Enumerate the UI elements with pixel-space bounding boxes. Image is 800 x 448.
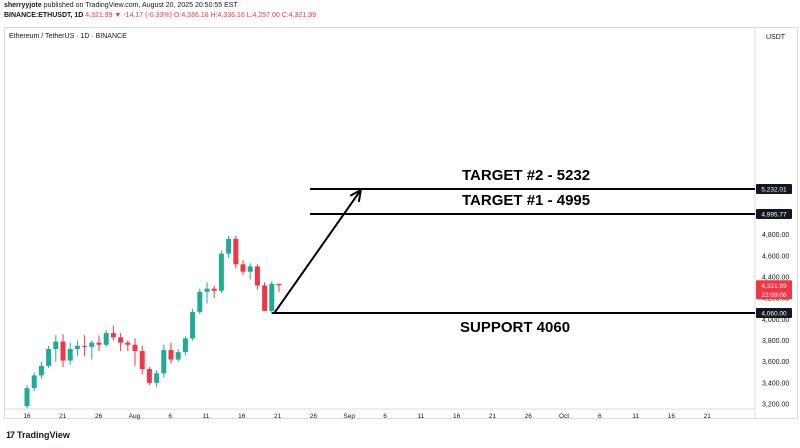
x-tick-label: 11 (203, 413, 210, 420)
countdown-value: 22:09:06 (761, 292, 787, 299)
candle-body (211, 288, 217, 291)
candle-body (96, 342, 102, 345)
ohlc-values: 4,321.99 ▼ -14.17 (-0.33%) O:4,336.16 H:… (83, 12, 316, 19)
candle-body (146, 369, 152, 383)
candle-body (139, 351, 145, 370)
target2-label: TARGET #2 - 5232 (462, 167, 590, 184)
x-tick-label: 6 (598, 413, 602, 420)
candle-body (204, 288, 210, 292)
candle-body (226, 238, 232, 254)
ohlc-line: BINANCE:ETHUSDT, 1D 4,321.99 ▼ -14.17 (-… (4, 12, 316, 19)
candle-body (110, 333, 116, 338)
y-tick-label: 4,400.00 (762, 275, 789, 282)
tradingview-logo-icon: 17 (6, 430, 15, 440)
x-tick-label: Sep (343, 413, 355, 420)
y-tick-label: 4,600.00 (762, 253, 789, 260)
x-tick-label: 16 (453, 413, 461, 420)
candle-body (168, 350, 174, 360)
candle-body (190, 311, 196, 339)
projection-arrow-head (349, 188, 363, 202)
symbol-interval: BINANCE:ETHUSDT, 1D (4, 12, 84, 19)
chart-frame (4, 27, 798, 419)
x-tick-label: 11 (632, 413, 639, 420)
candle-body (31, 375, 37, 389)
x-tick-label: 6 (383, 413, 387, 420)
candle-body (269, 283, 275, 311)
x-tick-label: 26 (310, 413, 318, 420)
candle-body (103, 333, 109, 345)
candle-body (218, 253, 224, 291)
x-tick-label: 11 (417, 413, 424, 420)
y-tick-label: 3,400.00 (762, 380, 789, 387)
candle-body (175, 352, 181, 360)
candle-body (38, 365, 44, 376)
support-axis-value: 4,060.00 (761, 310, 787, 317)
candle-body (161, 350, 167, 374)
x-tick-label: Oct (559, 413, 569, 420)
candle-body (67, 348, 73, 361)
y-tick-label: 3,600.00 (762, 359, 789, 366)
projection-arrow-line (273, 189, 362, 314)
x-tick-label: 21 (704, 413, 712, 420)
current-price-value: 4,321.99 (761, 283, 787, 290)
y-tick-label: 4,000.00 (762, 317, 789, 324)
candle-body (132, 344, 138, 352)
symbol-label: Ethereum / TetherUS · 1D · BINANCE (9, 33, 127, 40)
publisher-line: sherryyjote published on TradingView.com… (4, 2, 238, 9)
axis-currency-label: USDT (766, 34, 786, 41)
x-tick-label: 26 (95, 413, 103, 420)
candle-body (182, 338, 188, 353)
x-tick-label: 6 (168, 413, 172, 420)
candle-body (82, 345, 88, 347)
x-tick-label: Aug (129, 413, 141, 420)
candle-body (254, 266, 260, 286)
candle-body (247, 266, 253, 272)
x-tick-label: 26 (525, 413, 533, 420)
support-label: SUPPORT 4060 (460, 319, 570, 336)
candle-body (24, 388, 30, 407)
candle-body (60, 341, 66, 361)
target1-label: TARGET #1 - 4995 (462, 192, 590, 209)
candle-body (89, 342, 95, 347)
target1-axis-value: 4,995.77 (761, 212, 787, 219)
candle-body (276, 283, 282, 286)
publisher-name: sherryyjote (4, 2, 42, 9)
candle-body (240, 264, 246, 272)
y-tick-label: 3,800.00 (762, 338, 789, 345)
candle-body (154, 373, 160, 383)
candle-body (53, 341, 59, 349)
footer: 17 TradingView (6, 430, 70, 440)
x-tick-label: 21 (274, 413, 282, 420)
current-price-badge (756, 280, 792, 300)
y-tick-label: 3,200.00 (762, 402, 789, 409)
support-axis-badge (756, 307, 792, 318)
x-tick-label: 16 (668, 413, 676, 420)
footer-brand: TradingView (17, 430, 70, 440)
candle-body (46, 348, 52, 366)
publish-info: published on TradingView.com, August 20,… (41, 2, 238, 9)
candle-body (125, 342, 131, 345)
x-tick-label: 16 (238, 413, 246, 420)
target2-axis-value: 5,232.01 (761, 186, 787, 193)
target1-axis-badge (756, 209, 792, 220)
candle-body (262, 285, 268, 311)
candle-body (197, 291, 203, 312)
candle-body (74, 345, 80, 349)
x-tick-label: 21 (489, 413, 497, 420)
x-tick-label: 16 (23, 413, 31, 420)
candle-body (118, 337, 124, 343)
y-tick-label: 4,800.00 (762, 232, 789, 239)
x-tick-label: 21 (59, 413, 67, 420)
candle-body (233, 238, 239, 265)
target2-axis-badge (756, 183, 792, 194)
